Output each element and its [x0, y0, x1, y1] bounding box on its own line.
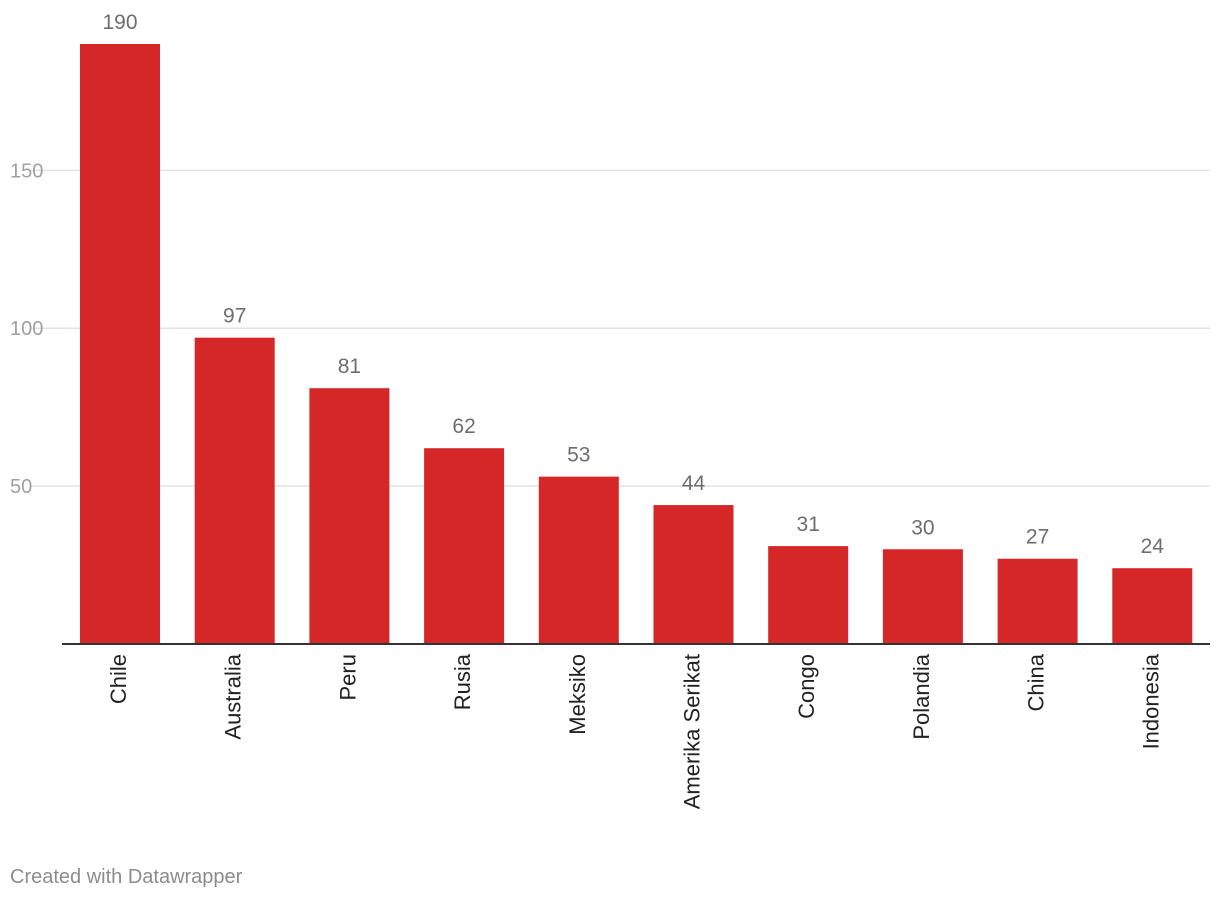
data-label: 53 — [567, 444, 590, 467]
y-tick-label: 150 — [10, 160, 43, 182]
bar-polandia — [882, 549, 963, 644]
bar-congo — [768, 546, 849, 644]
y-axis-tick-labels: 50 100 150 — [10, 160, 43, 498]
x-tick-label: Congo — [794, 654, 819, 719]
credit-text: Created with Datawrapper — [10, 866, 243, 888]
bar-meksiko — [538, 476, 619, 644]
data-label: 24 — [1141, 535, 1165, 558]
y-tick-label: 100 — [10, 318, 43, 340]
bar-chile — [80, 44, 160, 644]
data-label: 30 — [911, 516, 934, 539]
data-label: 44 — [682, 472, 706, 495]
data-label: 81 — [338, 355, 361, 378]
y-tick-label: 50 — [10, 476, 32, 498]
bar-indonesia — [1112, 568, 1193, 644]
x-tick-label: China — [1024, 653, 1049, 711]
bar-australia — [194, 337, 275, 644]
x-tick-label: Amerika Serikat — [680, 654, 705, 809]
bar-rusia — [424, 448, 505, 644]
bar-amerika-serikat — [653, 505, 734, 644]
x-tick-label: Chile — [106, 654, 131, 704]
data-label: 27 — [1026, 526, 1049, 549]
data-label: 62 — [452, 415, 475, 438]
x-tick-label: Indonesia — [1138, 653, 1163, 749]
data-label: 97 — [223, 305, 246, 328]
bars — [80, 44, 1193, 644]
x-tick-label: Australia — [221, 653, 246, 739]
x-axis-tick-labels: Chile Australia Peru Rusia Meksiko Amerika Se… — [106, 653, 1163, 809]
x-tick-label: Polandia — [909, 653, 934, 739]
data-labels: 190 97 81 62 53 44 31 30 27 24 — [102, 11, 1164, 558]
x-tick-label: Rusia — [450, 653, 475, 710]
bar-chart: 50 100 150 190 97 81 62 53 44 31 30 27 24 Chile Aust… — [10, 11, 1210, 809]
bar-peru — [309, 388, 390, 644]
bar-china — [997, 558, 1078, 644]
data-label: 31 — [797, 513, 820, 536]
x-tick-label: Meksiko — [565, 654, 590, 735]
data-label: 190 — [102, 11, 137, 34]
x-tick-label: Peru — [335, 654, 360, 700]
